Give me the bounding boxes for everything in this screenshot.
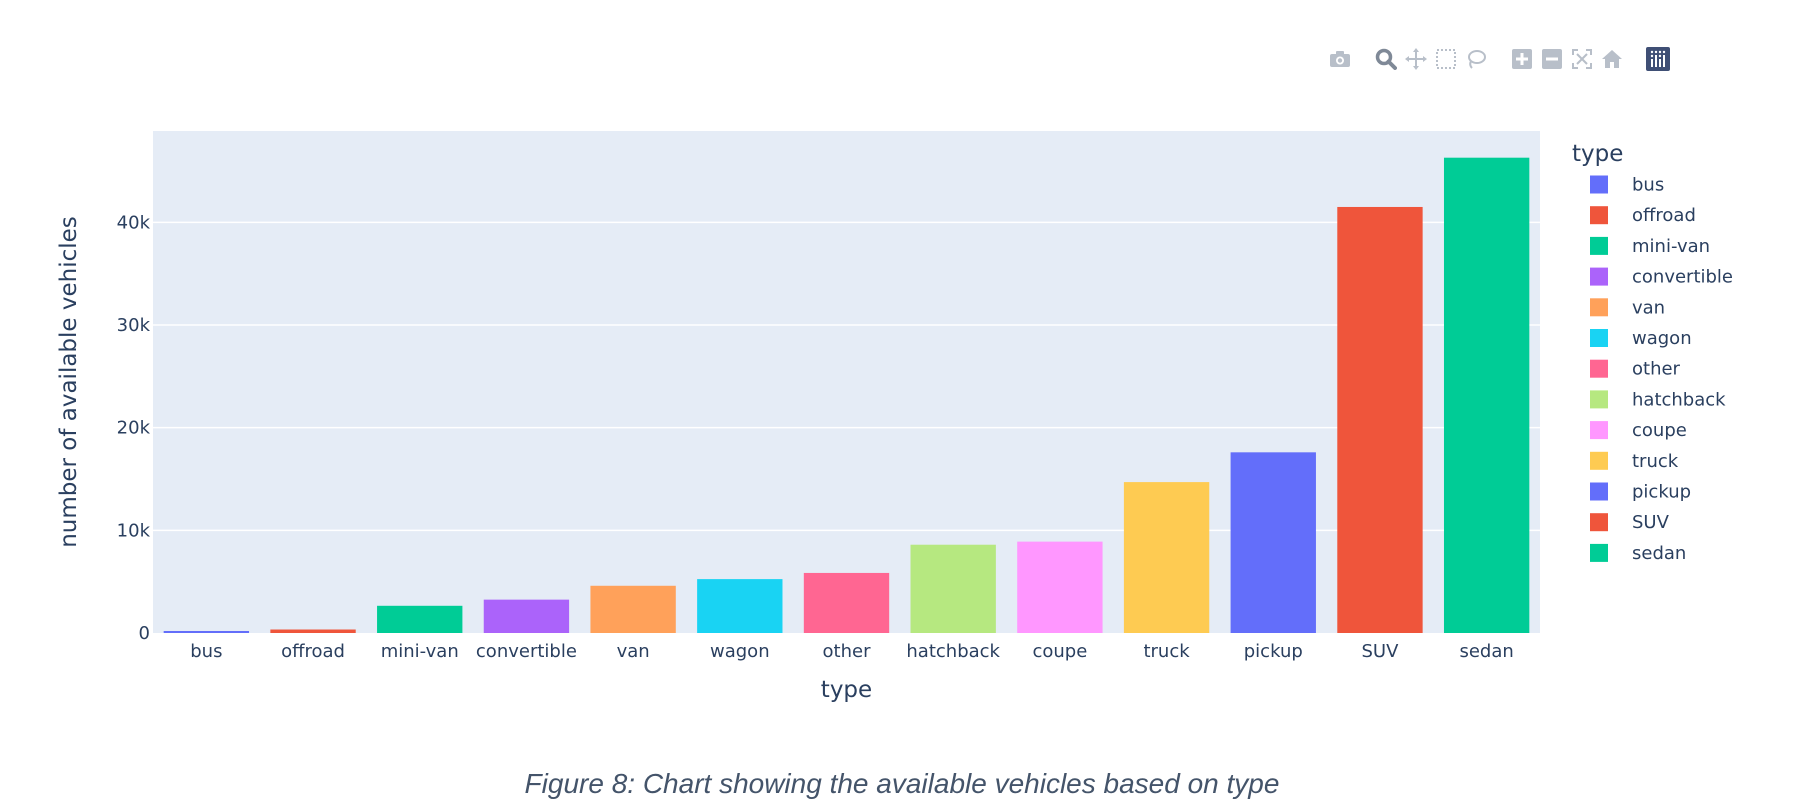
x-tick-label: wagon (710, 641, 770, 662)
legend-label[interactable]: truck (1632, 451, 1679, 472)
x-tick-label: hatchback (906, 641, 1000, 662)
y-tick-label: 10k (117, 520, 151, 541)
legend-label[interactable]: SUV (1632, 512, 1670, 533)
bar-other[interactable] (803, 572, 890, 633)
bar-bus[interactable] (163, 631, 250, 633)
plot-area (153, 131, 1540, 633)
bar-van[interactable] (590, 585, 676, 633)
zoom-in-icon[interactable] (1507, 44, 1537, 74)
bar-sedan[interactable] (1443, 157, 1530, 633)
legend-swatch[interactable] (1590, 421, 1608, 440)
legend-label[interactable]: hatchback (1632, 389, 1726, 410)
legend-swatch[interactable] (1590, 359, 1608, 378)
box-select-icon[interactable] (1431, 44, 1461, 74)
bar-chart: 0 10k 20k 30k 40k bus offroad mini-van converti… (56, 131, 1733, 703)
legend-swatch[interactable] (1590, 236, 1608, 255)
legend-swatch[interactable] (1590, 482, 1608, 501)
y-tick-labels: 0 10k 20k 30k 40k (117, 212, 151, 644)
x-tick-label: convertible (476, 641, 577, 662)
legend-label[interactable]: sedan (1632, 543, 1686, 564)
home-icon[interactable] (1597, 44, 1627, 74)
legend-label[interactable]: wagon (1632, 328, 1692, 349)
x-tick-label: offroad (281, 641, 345, 662)
legend-label[interactable]: bus (1632, 175, 1664, 196)
bar-pickup[interactable] (1230, 452, 1316, 633)
bar-wagon[interactable] (697, 579, 783, 633)
bar-offroad[interactable] (270, 629, 356, 633)
bar-convertible[interactable] (483, 599, 570, 633)
legend-swatch[interactable] (1590, 206, 1608, 225)
x-tick-label: truck (1143, 641, 1190, 662)
legend-label[interactable]: coupe (1632, 420, 1687, 441)
figure-caption: Figure 8: Chart showing the available ve… (524, 768, 1280, 799)
legend-label[interactable]: van (1632, 297, 1665, 318)
camera-icon[interactable] (1325, 44, 1355, 74)
bar-hatchback[interactable] (910, 544, 996, 633)
pan-icon[interactable] (1401, 44, 1431, 74)
lasso-select-icon[interactable] (1461, 44, 1491, 74)
x-tick-label: other (823, 641, 872, 662)
y-tick-label: 40k (117, 212, 151, 233)
x-tick-label: van (617, 641, 650, 662)
legend-swatch[interactable] (1590, 543, 1608, 562)
bar-suv[interactable] (1337, 206, 1423, 633)
y-tick-label: 0 (139, 623, 150, 644)
zoom-icon[interactable] (1371, 44, 1401, 74)
bar-truck[interactable] (1123, 482, 1210, 633)
x-axis-title: type (821, 677, 872, 703)
zoom-out-icon[interactable] (1537, 44, 1567, 74)
legend-swatch[interactable] (1590, 175, 1608, 194)
plotly-logo-icon[interactable] (1643, 44, 1673, 74)
x-tick-label: SUV (1362, 641, 1400, 662)
legend-label[interactable]: pickup (1632, 482, 1691, 503)
y-tick-label: 30k (117, 315, 151, 336)
x-tick-label: bus (190, 641, 222, 662)
modebar (1325, 44, 1673, 74)
legend: type bus offroad mini-van convertible van wag… (1572, 141, 1733, 564)
y-tick-label: 20k (117, 418, 151, 439)
bar-mini-van[interactable] (377, 605, 463, 633)
legend-swatch[interactable] (1590, 513, 1608, 532)
legend-swatch[interactable] (1590, 267, 1608, 286)
x-tick-label: sedan (1459, 641, 1513, 662)
legend-label[interactable]: other (1632, 359, 1681, 380)
legend-swatch[interactable] (1590, 451, 1608, 470)
bar-coupe[interactable] (1017, 541, 1103, 633)
y-axis-title: number of available vehicles (56, 216, 82, 548)
x-tick-labels: bus offroad mini-van convertible van wagon oth… (190, 641, 1514, 662)
bars (163, 157, 1530, 633)
x-tick-label: coupe (1032, 641, 1087, 662)
legend-swatch[interactable] (1590, 298, 1608, 317)
autoscale-icon[interactable] (1567, 44, 1597, 74)
legend-label[interactable]: convertible (1632, 267, 1733, 288)
legend-swatch[interactable] (1590, 390, 1608, 409)
x-tick-label: pickup (1244, 641, 1303, 662)
legend-label[interactable]: mini-van (1632, 236, 1710, 257)
legend-swatch[interactable] (1590, 329, 1608, 347)
legend-label[interactable]: offroad (1632, 205, 1696, 226)
x-tick-label: mini-van (381, 641, 459, 662)
legend-title: type (1572, 141, 1623, 167)
